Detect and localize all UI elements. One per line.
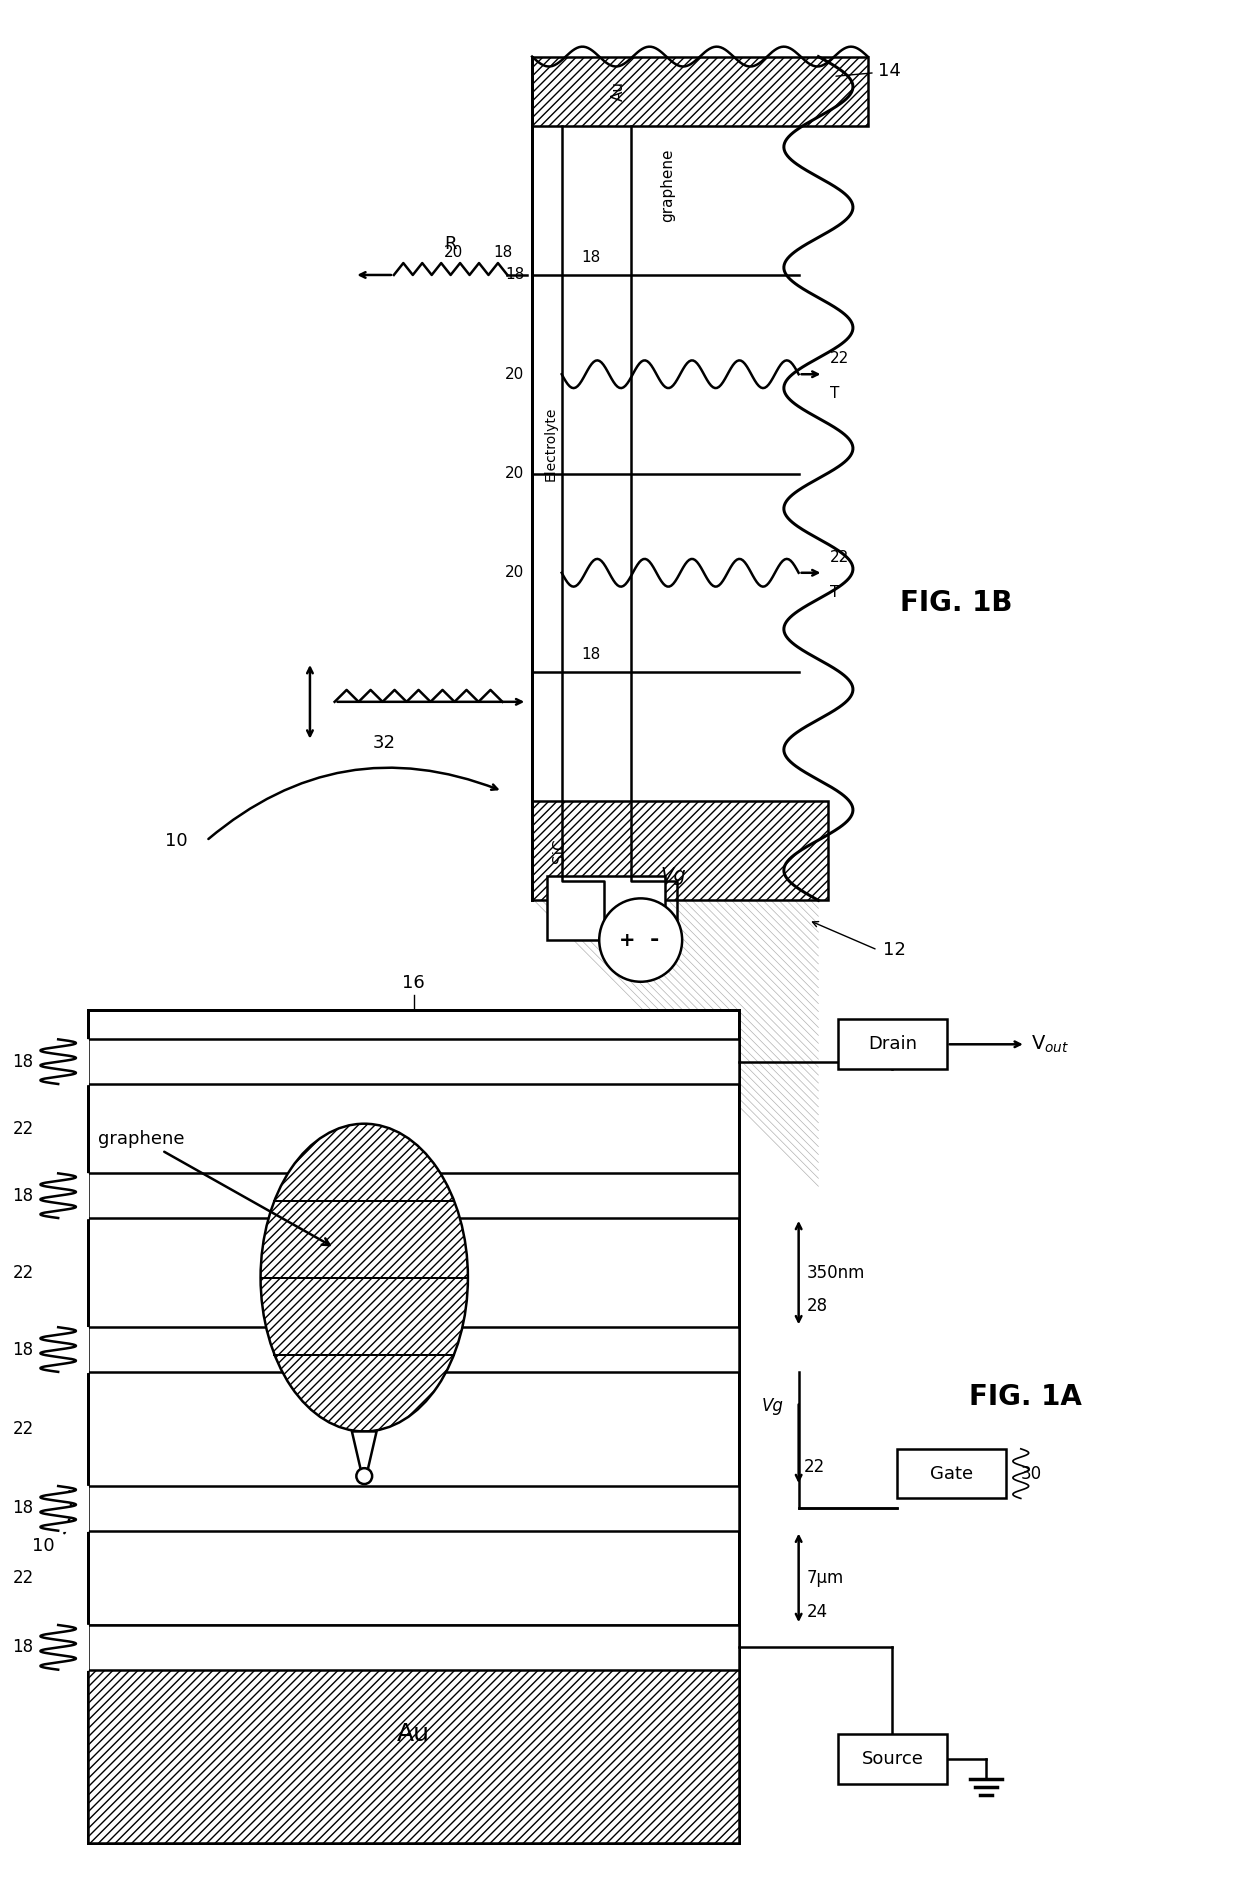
Bar: [88, 1625, 739, 1670]
Bar: [838, 1735, 947, 1784]
Text: 20: 20: [505, 467, 525, 480]
Bar: [532, 125, 828, 801]
Text: V$_{out}$: V$_{out}$: [1030, 1034, 1069, 1055]
Text: 18: 18: [12, 1340, 33, 1359]
Ellipse shape: [260, 1124, 467, 1431]
Text: 22: 22: [12, 1420, 33, 1439]
Text: T: T: [831, 585, 839, 600]
Text: Drain: Drain: [868, 1034, 916, 1053]
Bar: [838, 1019, 947, 1069]
Bar: [88, 1010, 739, 1843]
Text: FIG. 1B: FIG. 1B: [900, 588, 1013, 617]
Text: 22: 22: [12, 1570, 33, 1587]
Text: -: -: [650, 930, 660, 951]
Text: 14: 14: [836, 63, 900, 80]
Circle shape: [356, 1469, 372, 1484]
Text: 18: 18: [12, 1053, 33, 1070]
Text: Vg: Vg: [761, 1397, 784, 1414]
Text: 20: 20: [505, 366, 525, 381]
Text: 18: 18: [582, 251, 600, 266]
Text: Electrolyte: Electrolyte: [544, 406, 558, 480]
Bar: [532, 57, 868, 125]
Text: Gate: Gate: [930, 1465, 973, 1482]
Text: 22: 22: [12, 1264, 33, 1281]
Text: 18: 18: [12, 1186, 33, 1205]
Text: 18: 18: [494, 245, 512, 260]
Text: SiC: SiC: [552, 839, 567, 864]
Text: Au: Au: [611, 82, 626, 101]
Text: 28: 28: [806, 1298, 827, 1315]
Bar: [88, 1040, 739, 1084]
Text: 16: 16: [402, 974, 425, 991]
Bar: [88, 1625, 739, 1843]
Text: 18: 18: [582, 647, 600, 662]
Text: 22: 22: [12, 1120, 33, 1137]
Bar: [88, 1486, 739, 1530]
Text: R: R: [444, 235, 456, 252]
Text: Source: Source: [862, 1750, 924, 1769]
Bar: [88, 1173, 739, 1219]
Text: 18: 18: [12, 1638, 33, 1657]
Text: 18: 18: [12, 1499, 33, 1517]
Text: Au: Au: [397, 1721, 430, 1746]
Bar: [532, 801, 828, 900]
Text: 10: 10: [32, 1537, 55, 1554]
Text: 22: 22: [804, 1458, 825, 1477]
Text: T: T: [831, 385, 839, 400]
Text: 7μm: 7μm: [806, 1570, 843, 1587]
Text: 350nm: 350nm: [806, 1264, 866, 1281]
Text: 22: 22: [831, 550, 849, 566]
Bar: [532, 125, 828, 801]
Text: 30: 30: [1021, 1465, 1042, 1482]
Bar: [88, 1327, 739, 1372]
Text: +: +: [619, 930, 635, 949]
Text: 12: 12: [883, 941, 905, 958]
Text: 20: 20: [505, 566, 525, 581]
Polygon shape: [352, 1431, 377, 1475]
Text: graphene: graphene: [98, 1129, 330, 1245]
Bar: [547, 875, 666, 940]
Text: FIG. 1A: FIG. 1A: [970, 1384, 1083, 1410]
Bar: [898, 1448, 1006, 1498]
Text: graphene: graphene: [661, 148, 676, 222]
Text: 32: 32: [372, 735, 396, 752]
Text: 24: 24: [806, 1602, 827, 1621]
Text: 20: 20: [444, 245, 463, 260]
Text: 18: 18: [505, 268, 525, 283]
Text: 10: 10: [165, 831, 188, 850]
Text: Vg: Vg: [661, 867, 686, 886]
Text: 22: 22: [831, 351, 849, 366]
Circle shape: [599, 898, 682, 981]
